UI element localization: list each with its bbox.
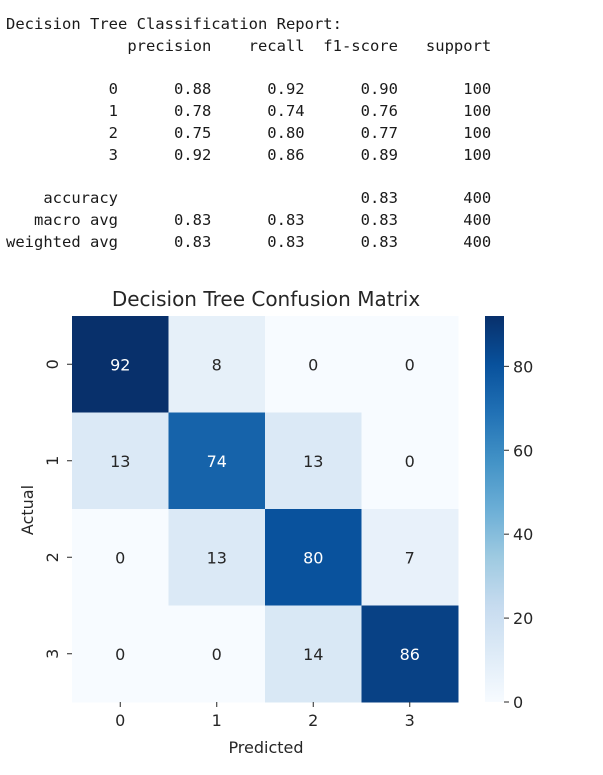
x-tick-label: 1 [212,711,222,730]
report-summary-row: accuracy 0.83 400 [6,189,492,208]
heatmap-cell [168,316,266,413]
report-title: Decision Tree Classification Report: [6,15,342,33]
heatmap-cells: 92 8 0 013 74 13 00 13 80 70 0 14 86 [72,316,459,703]
report-class-row: 0 0.88 0.92 0.90 100 [6,80,492,99]
report-summary-row: macro avg 0.83 0.83 0.83 400 [6,211,492,230]
cell-value-label: 8 [212,355,222,374]
x-tick-label: 0 [115,711,125,730]
report-class-row: 1 0.78 0.74 0.76 100 [6,102,492,121]
classification-report: Decision Tree Classification Report: pre… [6,14,491,254]
cell-value-label: 13 [207,548,227,567]
report-summary-row: weighted avg 0.83 0.83 0.83 400 [6,232,492,251]
heatmap-cell [361,412,459,510]
cell-value-label: 0 [405,452,415,471]
y-tick-label: 2 [43,552,62,562]
heatmap-cell [168,509,266,606]
y-tick-label: 1 [43,456,62,466]
cell-value-label: 7 [405,548,415,567]
heatmap-cell [265,316,362,413]
heatmap-cell [265,509,362,606]
heatmap-cell [361,509,459,606]
report-header-row: precision recall f1-score support [6,36,492,55]
cell-value-label: 13 [110,452,130,471]
y-tick-label: 0 [43,359,62,369]
cell-value-label: 80 [303,548,323,567]
cell-value-label: 0 [115,548,125,567]
colorbar-ticks: 0 20 40 60 80 [504,357,533,712]
colorbar [485,316,504,702]
cell-value-label: 14 [303,645,323,664]
report-class-row: 2 0.75 0.80 0.77 100 [6,123,492,142]
y-axis-ticks: 0 1 2 3 [43,359,72,659]
x-axis-label: Predicted [228,738,303,757]
heatmap-cell [72,605,169,703]
cell-value-label: 86 [400,645,420,664]
heatmap-cell [265,605,362,703]
heatmap-cell [72,316,169,413]
heatmap-cell [72,412,169,510]
colorbar-tick-label: 20 [513,609,533,628]
confusion-matrix-heatmap: Decision Tree Confusion Matrix 92 8 0 013 74… [18,287,533,757]
cell-value-label: 0 [405,355,415,374]
x-tick-label: 2 [308,711,318,730]
heatmap-cell [361,605,459,703]
colorbar-tick-label: 60 [513,441,533,460]
cell-value-label: 0 [115,645,125,664]
colorbar-tick-label: 0 [513,693,523,712]
cell-value-label: 0 [308,355,318,374]
cell-value-label: 13 [303,452,323,471]
heatmap-cell [265,412,362,510]
colorbar-tick-label: 40 [513,525,533,544]
heatmap-cell [72,509,169,606]
report-class-row: 3 0.92 0.86 0.89 100 [6,145,492,164]
heatmap-cell [361,316,459,413]
heatmap-cell [168,412,266,510]
chart-title: Decision Tree Confusion Matrix [112,287,421,311]
x-tick-label: 3 [405,711,415,730]
colorbar-tick-label: 80 [513,357,533,376]
y-axis-label: Actual [18,485,37,535]
cell-value-label: 0 [212,645,222,664]
heatmap-cell [168,605,266,703]
cell-value-label: 74 [207,452,227,471]
y-tick-label: 3 [43,649,62,659]
x-axis-ticks: 0 1 2 3 [115,702,415,730]
cell-value-label: 92 [110,355,130,374]
